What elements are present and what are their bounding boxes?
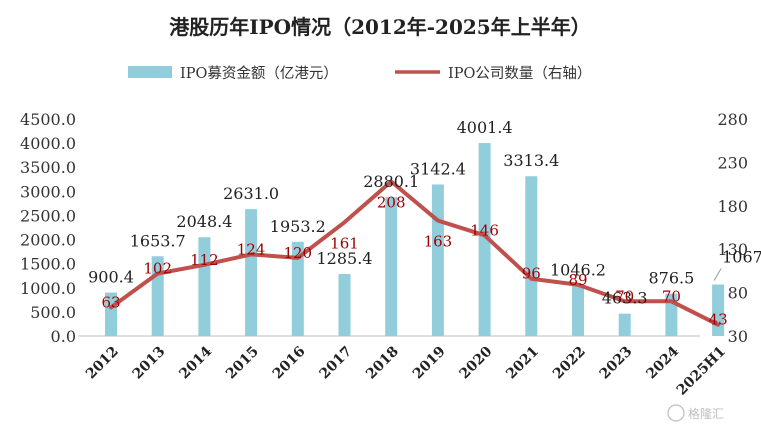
bar-value-label: 900.4 [88, 268, 134, 287]
watermark-logo-icon [667, 404, 685, 422]
x-tick-label: 2015 [223, 344, 262, 383]
line-value-label: 102 [143, 260, 172, 278]
legend-bar-label: IPO募资金额（亿港元） [180, 65, 338, 82]
bar [385, 197, 398, 336]
bar-value-label: 2631.0 [223, 184, 279, 203]
bar [291, 241, 304, 336]
y-axis-right: 30 80 130 180 230 280 [717, 110, 748, 346]
x-tick-label: 2016 [270, 344, 309, 383]
bar-value-label: 1953.2 [270, 217, 326, 236]
y-right-tick-label: 280 [717, 110, 748, 129]
y-left-tick-label: 4000.0 [20, 134, 76, 153]
line-value-label: 63 [101, 293, 120, 311]
y-right-tick-label: 30 [728, 327, 748, 346]
line-value-label: 208 [377, 193, 406, 211]
watermark-text: 格隆汇 [688, 406, 724, 421]
bar [478, 143, 491, 336]
bar-value-label: 1046.2 [550, 261, 606, 280]
line-value-label: 43 [709, 311, 728, 329]
x-tick-label: 2021 [503, 344, 542, 383]
x-tick-label: 2014 [176, 343, 215, 382]
bar [338, 274, 351, 336]
y-left-tick-label: 4500.0 [20, 110, 76, 129]
x-tick-label: 2024 [643, 343, 682, 382]
bar-value-label: 3313.4 [503, 151, 559, 170]
line-value-label: 96 [522, 265, 541, 283]
y-right-tick-label: 180 [717, 197, 748, 216]
y-left-tick-label: 500.0 [30, 303, 76, 322]
y-left-tick-label: 0.0 [51, 327, 76, 346]
bar-value-label: 463.3 [602, 289, 648, 308]
bar-value-label: 3142.4 [410, 159, 466, 178]
x-tick-label: 2019 [410, 344, 449, 383]
y-right-tick-label: 130 [717, 240, 748, 259]
line-value-label: 70 [662, 287, 681, 305]
bar [431, 184, 444, 336]
legend: IPO募资金额（亿港元） IPO公司数量（右轴） [128, 65, 591, 82]
y-left-tick-label: 2500.0 [20, 206, 76, 225]
line-value-label: 161 [330, 234, 359, 252]
y-left-tick-label: 1500.0 [20, 255, 76, 274]
line-value-label: 112 [190, 251, 219, 269]
line-value-label: 163 [424, 233, 453, 251]
bar-value-label: 1285.4 [317, 249, 373, 268]
leader-line [713, 268, 722, 281]
x-tick-label: 2018 [363, 344, 402, 383]
bar [572, 285, 584, 336]
x-tick-label: 2022 [550, 344, 589, 383]
bar-value-label: 2880.1 [363, 172, 419, 191]
y-right-tick-label: 230 [717, 153, 748, 172]
bar-value-label: 876.5 [648, 269, 694, 288]
x-axis: 2012 2013 2014 2015 2016 2017 2018 2019 2020 2021… [83, 343, 729, 398]
line-value-label: 89 [568, 271, 587, 289]
x-tick-label: 2013 [130, 344, 169, 383]
x-tick-label: 2012 [83, 344, 122, 383]
x-tick-label: 2017 [316, 344, 355, 383]
y-left-tick-label: 3500.0 [20, 158, 76, 177]
y-left-tick-label: 1000.0 [20, 279, 76, 298]
line-value-label: 146 [470, 221, 499, 239]
bar [618, 313, 631, 336]
line-labels: 63 102 112 124 120 161 208 163 146 96 89 70 70 43 [101, 193, 727, 328]
y-right-tick-label: 80 [728, 284, 748, 303]
line-value-label: 124 [237, 240, 266, 258]
bar-value-label: 4001.4 [457, 118, 513, 137]
line-value-label: 70 [615, 287, 634, 305]
line-path [109, 179, 721, 327]
bar-value-label: 1067.1 [722, 248, 761, 267]
line-value-label: 120 [283, 244, 312, 262]
x-tick-label: 2025H1 [674, 344, 729, 399]
y-axis-left: 0.0 500.0 1000.0 1500.0 2000.0 2500.0 3000.0 35… [20, 110, 76, 346]
x-tick-label: 2020 [457, 343, 496, 382]
bar [525, 176, 538, 336]
legend-line-label: IPO公司数量（右轴） [448, 65, 591, 82]
watermark: 格隆汇 [667, 404, 724, 422]
chart-title: 港股历年IPO情况（2012年-2025年上半年） [169, 15, 590, 39]
line-series [109, 179, 721, 327]
bar-value-label: 2048.4 [176, 212, 232, 231]
bar [198, 237, 211, 336]
bar-value-label: 1653.7 [130, 231, 186, 250]
y-left-tick-label: 3000.0 [20, 182, 76, 201]
bar [245, 209, 258, 336]
y-left-tick-label: 2000.0 [20, 231, 76, 250]
legend-bar-swatch [128, 66, 172, 78]
x-tick-label: 2023 [597, 344, 636, 383]
